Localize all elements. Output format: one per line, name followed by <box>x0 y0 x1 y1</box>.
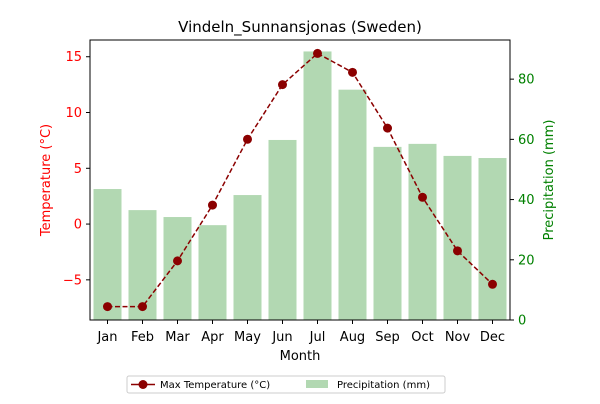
temperature-tick-label: −5 <box>63 273 82 288</box>
month-tick-label: Jun <box>271 330 292 345</box>
month-tick-label: Dec <box>480 330 505 345</box>
precipitation-tick-label: 20 <box>518 253 535 268</box>
temperature-point-dec <box>488 279 497 289</box>
precipitation-tick-label: 60 <box>518 133 535 148</box>
month-tick-label: Feb <box>131 330 154 345</box>
precipitation-bar-jun <box>268 139 297 320</box>
temperature-point-may <box>243 134 252 144</box>
legend: Max Temperature (°C) Precipitation (mm) <box>126 375 446 394</box>
temperature-tick-label: 5 <box>74 162 82 177</box>
temperature-point-mar <box>173 256 182 266</box>
precipitation-bar-aug <box>338 89 367 320</box>
legend-label-temperature: Max Temperature (°C) <box>160 380 270 391</box>
precipitation-tick-label: 0 <box>518 314 526 329</box>
month-tick-label: Mar <box>165 330 190 345</box>
precipitation-bar-mar <box>163 217 192 320</box>
temperature-tick-label: 15 <box>65 50 82 65</box>
temperature-axis-label: Temperature (°C) <box>39 124 54 237</box>
month-tick-label: Jul <box>309 330 326 345</box>
precipitation-bar-dec <box>478 158 507 320</box>
precipitation-tick-label: 80 <box>518 73 535 88</box>
precipitation-bar-feb <box>128 210 157 320</box>
temperature-tick-label: 10 <box>65 106 82 121</box>
month-axis-label: Month <box>280 349 321 364</box>
temperature-point-jun <box>278 80 287 90</box>
month-tick-label: Jan <box>96 330 117 345</box>
month-tick-label: Oct <box>411 330 433 345</box>
precipitation-bar-nov <box>443 155 472 320</box>
temperature-point-jan <box>103 302 112 312</box>
month-axis: Jan Feb Mar Apr May Jun Jul Aug Sep Oct Nov Dec <box>96 320 505 345</box>
precipitation-bars <box>93 51 507 321</box>
precipitation-bar-may <box>233 195 262 320</box>
temperature-point-feb <box>138 302 147 312</box>
plot-frame <box>89 39 511 321</box>
precipitation-axis-label: Precipitation (mm) <box>542 120 557 241</box>
legend-label-precipitation: Precipitation (mm) <box>337 380 430 391</box>
month-tick-label: Apr <box>201 330 224 345</box>
temperature-axis: −5 0 5 10 15 <box>63 50 90 288</box>
month-tick-label: Aug <box>340 330 365 345</box>
temperature-point-apr <box>208 200 217 210</box>
temperature-tick-label: 0 <box>74 218 82 233</box>
temperature-point-nov <box>453 246 462 256</box>
precipitation-bar-jul <box>303 51 332 321</box>
temperature-point-sep <box>383 123 392 133</box>
legend-bar-swatch <box>306 380 328 388</box>
temperature-point-aug <box>348 67 357 77</box>
temperature-point-jul <box>313 48 322 58</box>
precipitation-bar-oct <box>408 143 437 320</box>
month-tick-label: May <box>234 330 261 345</box>
temperature-point-oct <box>418 192 427 202</box>
temperature-line-series <box>103 48 497 312</box>
precipitation-bar-jan <box>93 189 122 320</box>
month-tick-label: Nov <box>445 330 471 345</box>
precipitation-bar-sep <box>373 146 402 320</box>
month-tick-label: Sep <box>375 330 400 345</box>
chart-title: Vindeln_Sunnansjonas (Sweden) <box>178 18 422 37</box>
temperature-line <box>107 52 494 308</box>
precipitation-bar-apr <box>198 225 227 320</box>
precipitation-tick-label: 40 <box>518 193 535 208</box>
legend-frame <box>126 375 446 394</box>
precipitation-axis: 0 20 40 60 80 <box>510 73 535 329</box>
legend-marker-swatch <box>138 380 148 389</box>
